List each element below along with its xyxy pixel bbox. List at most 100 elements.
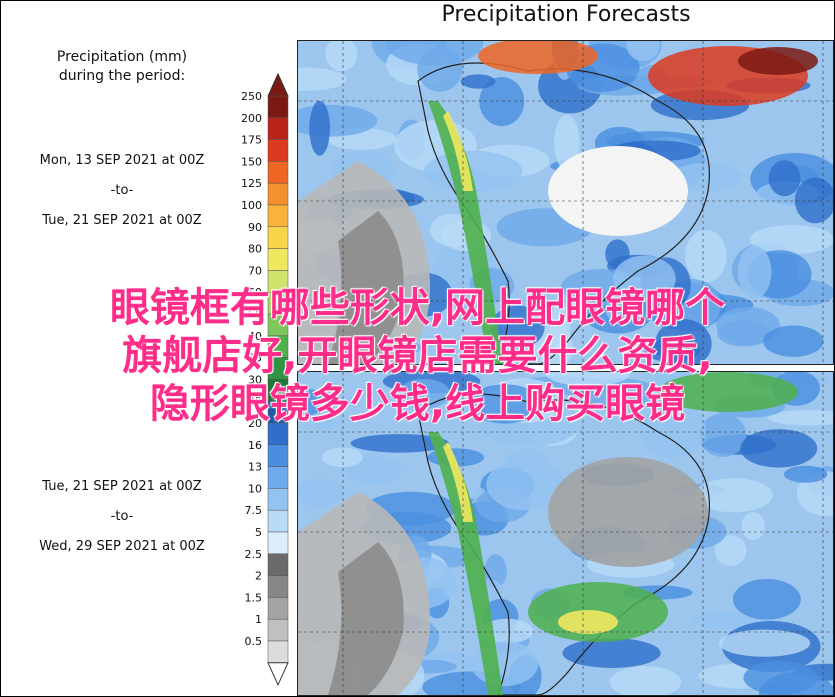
precip-blob	[298, 478, 346, 507]
colorbar-swatch	[267, 640, 289, 664]
precip-blob	[490, 305, 545, 349]
colorbar-swatch	[267, 488, 289, 511]
precip-blob	[350, 434, 450, 453]
precip-blob	[655, 319, 712, 364]
precip-blob	[298, 67, 347, 91]
map-2-graphic	[298, 372, 833, 695]
precipitation-colorbar: 2502001751501251009080706050403530252016…	[241, 72, 289, 687]
map-1-graphic	[298, 41, 833, 364]
precip-blob	[740, 429, 818, 468]
colorbar-swatch	[267, 466, 289, 489]
colorbar-tick-label: 5	[255, 526, 262, 539]
precip-blob	[685, 229, 727, 283]
colorbar-tick-label: 1	[255, 613, 262, 626]
colorbar-top-arrow	[267, 72, 289, 97]
period-2-start: Tue, 21 SEP 2021 at 00Z	[42, 479, 202, 494]
period-2-sep: -to-	[110, 509, 134, 524]
dry-zone-core	[328, 542, 404, 695]
continent-outline	[417, 62, 710, 364]
colorbar-swatch	[267, 95, 289, 119]
andes-precip-band	[428, 101, 503, 364]
colorbar-tick-label: 175	[241, 134, 262, 147]
precip-blob	[640, 404, 706, 458]
precip-blob	[783, 465, 828, 483]
precip-blob	[626, 41, 660, 62]
period-1-sep: -to-	[110, 183, 134, 198]
precip-blob	[737, 245, 772, 299]
colorbar-tick-label: 7.5	[245, 504, 263, 517]
precip-blob	[309, 100, 330, 156]
colorbar-swatch	[267, 248, 289, 271]
andes-peak-band	[443, 442, 473, 522]
colorbar-bottom-arrow	[267, 662, 289, 687]
colorbar-tick-label: 2.5	[245, 548, 263, 561]
precip-blob	[763, 325, 824, 357]
colorbar-tick-label: 100	[241, 199, 262, 212]
precip-blob	[741, 512, 765, 541]
colorbar-tick-label: 1.5	[245, 591, 263, 604]
dry-interior	[548, 457, 708, 567]
forecast-map-period-2	[297, 371, 834, 696]
forecast-map-period-1	[297, 40, 834, 365]
colorbar-tick-label: 150	[241, 155, 262, 168]
precip-blob	[743, 660, 818, 695]
precip-band-north	[658, 372, 798, 412]
overlay-line-2: 旗舰店好,开眼镜店需要什么资质,	[122, 333, 713, 379]
colorbar-tick-label: 25	[248, 395, 262, 408]
precip-blob	[768, 160, 801, 197]
colorbar-tick-label: 2	[255, 570, 262, 583]
precip-blob	[385, 41, 484, 66]
overlay-line-1: 眼镜框有哪些形状,网上配眼镜哪个	[109, 285, 726, 331]
period-1-start: Mon, 13 SEP 2021 at 00Z	[39, 153, 205, 168]
legend-heading-line1: Precipitation (mm)	[56, 49, 188, 65]
andes-precip-band	[428, 432, 503, 695]
precip-blob	[321, 447, 363, 468]
colorbar-tick-label: 20	[248, 417, 262, 430]
colorbar-tick-label: 70	[248, 264, 262, 277]
colorbar-tick-label: 90	[248, 221, 262, 234]
period-2-label: Tue, 21 SEP 2021 at 00Z -to- Wed, 29 SEP…	[8, 472, 236, 562]
precip-blob	[460, 74, 496, 89]
colorbar-tick-label: 0.5	[245, 635, 263, 648]
legend-heading: Precipitation (mm) during the period:	[12, 48, 232, 86]
colorbar-swatch	[267, 575, 289, 598]
period-1-end: Tue, 21 SEP 2021 at 00Z	[42, 213, 202, 228]
precip-blob	[345, 455, 402, 485]
colorbar-swatch	[267, 553, 289, 576]
colorbar-tick-label: 250	[241, 90, 262, 103]
colorbar-tick-label: 35	[248, 352, 262, 365]
colorbar-tick-label: 30	[248, 373, 262, 386]
precip-blob	[716, 306, 780, 345]
colorbar-swatch	[267, 531, 289, 555]
precip-core-south	[558, 610, 618, 634]
precip-blob	[544, 372, 632, 387]
colorbar-swatch	[267, 182, 289, 206]
legend-heading-line2: during the period:	[58, 68, 186, 84]
colorbar-tick-label: 80	[248, 243, 262, 256]
colorbar-tick-label: 40	[248, 330, 262, 343]
colorbar-swatch	[267, 618, 289, 642]
colorbar-tick-label: 50	[248, 308, 262, 321]
colorbar-swatch	[267, 117, 289, 140]
colorbar-swatch	[267, 204, 289, 228]
precip-blob	[718, 629, 811, 657]
colorbar-tick-label: 10	[248, 482, 262, 495]
precip-blob	[714, 535, 747, 567]
precip-blob	[613, 255, 676, 303]
colorbar-tick-label: 13	[248, 461, 262, 474]
precip-blob	[298, 388, 322, 416]
figure-title: Precipitation Forecasts	[441, 2, 691, 27]
precip-blob	[609, 666, 682, 695]
precip-blob	[325, 41, 358, 72]
precip-blob	[486, 458, 565, 511]
precip-blob	[699, 413, 747, 458]
overlay-line-3: 隐形眼镜多少钱,线上购买眼镜	[149, 381, 686, 427]
precip-blob	[749, 224, 833, 255]
colorbar-tick-label: 16	[248, 439, 262, 452]
precip-blob	[694, 478, 773, 513]
precip-blob	[767, 410, 833, 426]
storm-cell	[478, 41, 598, 74]
colorbar-swatch	[267, 444, 289, 467]
colorbar-swatch	[267, 139, 289, 162]
storm-cell	[738, 47, 818, 75]
